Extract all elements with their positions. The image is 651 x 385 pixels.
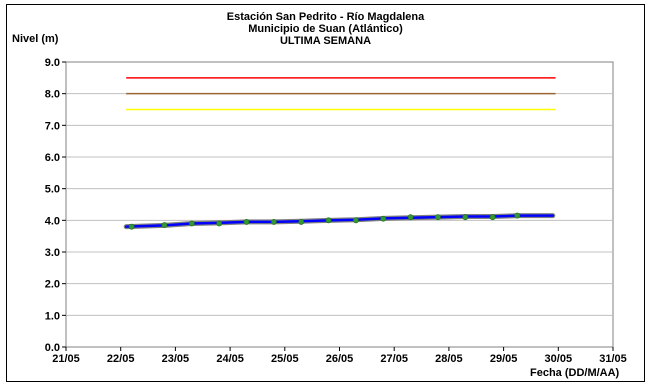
x-tick-label: 24/05 <box>216 353 244 365</box>
data-point <box>435 214 441 221</box>
x-tick-label: 29/05 <box>490 353 518 365</box>
plot-area <box>65 61 614 348</box>
y-tick-label: 3.0 <box>45 247 60 259</box>
chart-title: Estación San Pedrito - Río Magdalena <box>226 11 425 23</box>
data-point <box>270 219 277 225</box>
y-tick-label: 0.0 <box>45 342 60 354</box>
y-tick-label: 6.0 <box>45 152 60 164</box>
chart-subtitle: Municipio de Suan (Atlántico) <box>248 23 403 35</box>
data-point <box>188 220 195 227</box>
x-tick-label: 28/05 <box>435 353 463 365</box>
x-tick-label: 31/05 <box>599 353 627 365</box>
data-point <box>161 222 168 228</box>
data-point <box>489 214 496 221</box>
series-line <box>124 214 555 228</box>
data-point <box>462 214 469 221</box>
y-tick-label: 7.0 <box>45 120 60 132</box>
data-point <box>298 219 305 225</box>
data-point <box>216 220 223 227</box>
data-point <box>353 217 359 224</box>
threshold-lines <box>126 77 556 111</box>
data-point <box>407 214 414 221</box>
series-layer <box>123 213 556 230</box>
x-axis-label: Fecha (DD/M/AA) <box>530 367 620 379</box>
y-tick-label: 2.0 <box>45 279 60 291</box>
y-tick-label: 5.0 <box>45 184 60 196</box>
chart-subtitle-period: ULTIMA SEMANA <box>279 35 372 47</box>
x-tick-label: 21/05 <box>52 353 80 365</box>
x-tick-label: 26/05 <box>326 353 354 365</box>
y-tick-label: 8.0 <box>45 89 60 101</box>
y-tick-label: 1.0 <box>45 310 60 322</box>
data-point <box>380 215 387 222</box>
marker-layer <box>128 212 521 230</box>
x-tick-label: 25/05 <box>271 353 299 365</box>
y-tick-label: 4.0 <box>45 215 60 227</box>
axis-ticks: 0.0 1.0 2.0 3.0 4.0 5.0 6.0 7.0 8.0 9.0 21/05 22/05… <box>45 57 627 365</box>
data-point <box>128 223 135 230</box>
x-tick-label: 22/05 <box>107 353 135 365</box>
x-tick-label: 23/05 <box>162 353 190 365</box>
y-tick-label: 9.0 <box>45 57 60 69</box>
data-point <box>514 212 521 219</box>
data-point <box>243 219 250 225</box>
x-tick-label: 27/05 <box>380 353 408 365</box>
y-axis-label: Nivel (m) <box>12 33 59 45</box>
data-point <box>325 217 332 224</box>
x-tick-label: 30/05 <box>545 353 573 365</box>
